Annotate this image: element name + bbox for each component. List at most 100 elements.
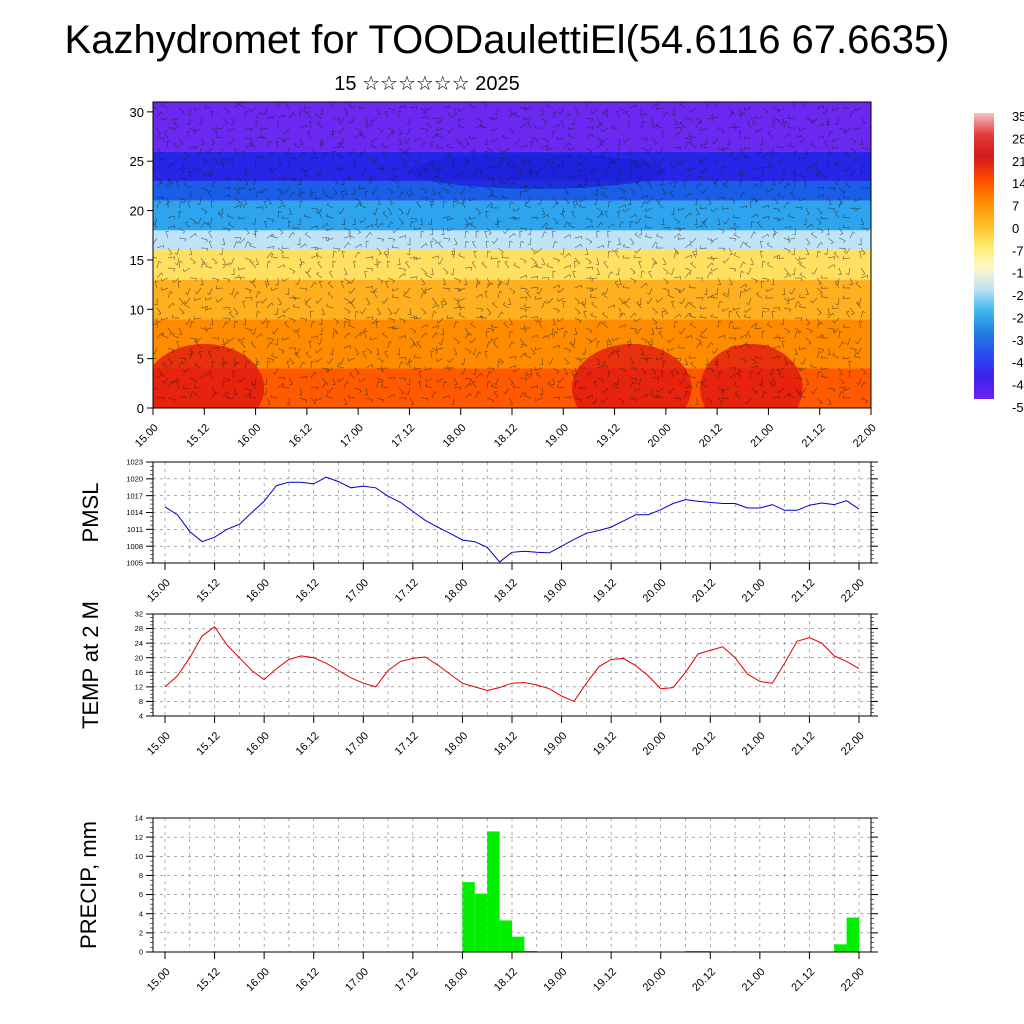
wind-barb-flag [374,263,378,266]
wind-barb [767,132,774,139]
wind-barb [493,237,499,244]
wind-barb [519,391,524,399]
wind-barb-flag [383,251,387,253]
wind-barb-flag [370,119,372,123]
wind-barb [860,186,868,189]
wind-barb [673,313,681,319]
wind-barb [733,224,741,229]
wind-barb [242,301,246,309]
wind-barb-flag [834,122,838,125]
wind-barb-flag [472,241,476,243]
wind-barb-flag [612,349,615,353]
wind-barb [405,287,411,294]
wind-barb [167,162,173,169]
wind-barb [750,365,758,369]
wind-barb-flag [722,308,724,312]
wind-barb [343,267,348,275]
precip-bar [462,882,475,952]
wind-barb [486,177,495,179]
wind-barb [365,387,368,395]
wind-barb-flag [436,379,439,383]
wind-barb-flag [446,364,449,368]
wind-barb [374,157,378,165]
wind-barb-flag [184,322,188,325]
wind-barb [524,107,532,111]
wind-barb [284,187,290,194]
wind-barb-flag [524,189,526,193]
wind-barb-flag [775,202,779,205]
wind-barb-flag [610,271,614,274]
wind-barb [772,377,777,385]
wind-barb [277,314,285,319]
wind-barb [277,114,285,119]
wind-barb [261,187,268,194]
wind-barb-flag [830,131,833,134]
wind-barb [233,177,241,180]
wind-barb [217,297,224,303]
wind-barb [448,357,455,363]
wind-barb-flag [236,192,240,195]
wind-barb [530,347,536,354]
wind-barb [673,276,681,279]
wind-barb [541,387,543,396]
wind-barb-flag [683,374,687,376]
wind-barb [321,377,328,384]
wind-barb [585,133,592,139]
wind-barb-flag [283,131,286,135]
wind-barb [326,227,334,232]
wind-barb-flag [479,351,482,355]
wind-barb [233,197,240,203]
wind-barb [288,112,294,119]
wind-barb [843,257,851,260]
wind-barb-flag [576,113,580,115]
wind-barb-flag [227,379,231,383]
wind-barb-flag [471,261,475,263]
wind-barb-flag [403,320,406,324]
wind-barb [508,201,512,209]
x-tick-label: 21.00 [748,422,776,450]
wind-barb-flag [525,343,527,347]
wind-barb [645,357,653,360]
wind-barb [359,204,367,209]
wind-barb-flag [675,252,679,255]
wind-barb [255,333,262,339]
wind-barb [222,321,227,329]
wind-barb [607,337,612,345]
wind-barb [535,367,543,371]
wind-barb-flag [250,144,252,148]
wind-barb-flag [481,124,483,128]
wind-barb [715,157,719,165]
wind-barb [849,277,853,285]
wind-barb [717,227,725,232]
wind-barb [541,301,545,309]
wind-barb [583,311,587,319]
wind-barb [254,231,257,239]
wind-barb [728,345,736,349]
wind-barb [827,237,834,243]
wind-barb-flag [689,192,692,196]
wind-barb [629,171,633,179]
wind-barb [673,233,680,239]
wind-barb [524,204,532,209]
wind-barb-flag [275,283,279,286]
wind-barb-flag [381,399,385,403]
wind-barb-flag [645,359,649,363]
wind-barb-flag [380,383,384,387]
wind-barb-flag [501,134,504,138]
wind-barb-flag [571,123,575,126]
wind-barb [497,157,506,159]
wind-barb [486,341,490,349]
wind-barb-flag [167,180,171,183]
wind-barb-flag [745,241,748,245]
wind-barb [669,387,675,394]
wind-barb [728,151,733,159]
wind-barb-flag [750,370,754,373]
wind-barb-flag [756,152,760,155]
wind-barb-flag [820,216,822,220]
wind-barb [414,367,422,370]
wind-barb [327,367,334,373]
wind-barb-flag [755,129,757,133]
wind-barb [383,297,389,304]
wind-barb-flag [521,240,524,243]
wind-barb-flag [337,379,339,383]
